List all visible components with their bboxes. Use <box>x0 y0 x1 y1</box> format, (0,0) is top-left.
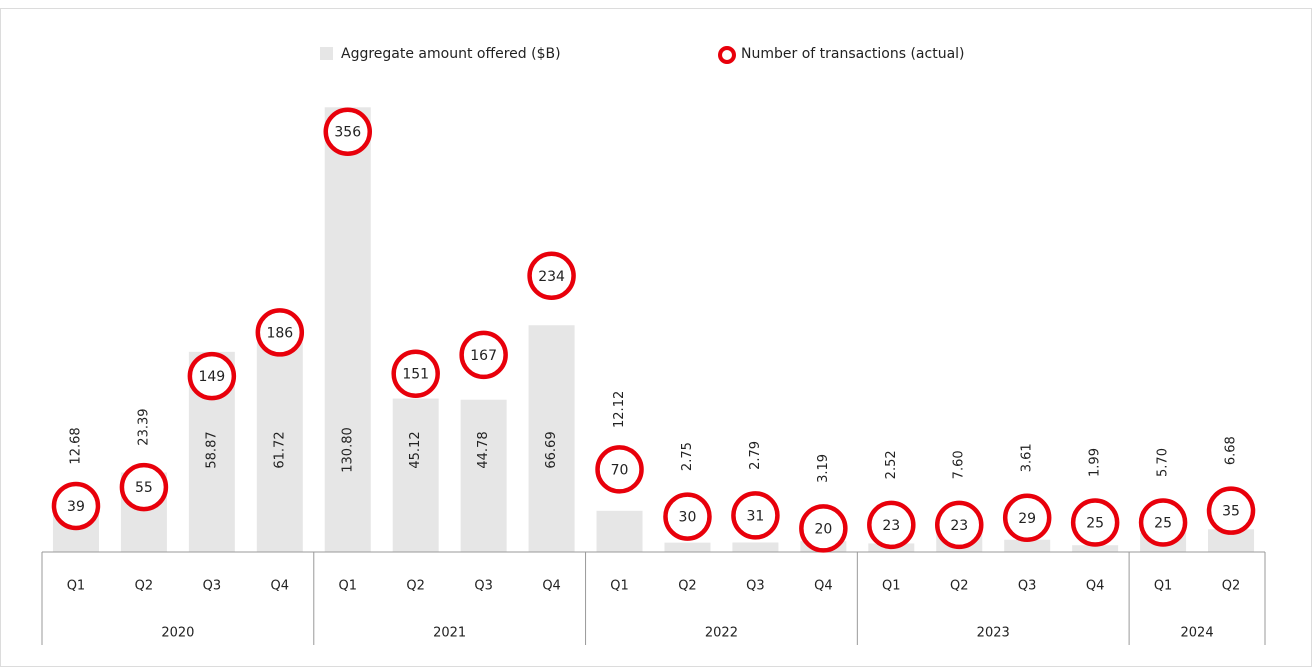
transaction-marker <box>459 330 508 380</box>
transaction-label: 149 <box>198 369 225 385</box>
transaction-label: 20 <box>814 521 832 537</box>
transaction-label: 167 <box>470 348 497 364</box>
value-label: 3.61 <box>1020 443 1035 472</box>
x-tick-label: Q1 <box>610 579 629 594</box>
transaction-marker <box>935 500 984 550</box>
transaction-label: 55 <box>135 480 153 496</box>
legend-swatch <box>320 47 333 60</box>
value-label: 1.99 <box>1088 448 1103 477</box>
x-tick-label: Q2 <box>406 579 425 594</box>
x-tick-label: Q2 <box>950 579 969 594</box>
transaction-marker <box>595 445 644 494</box>
x-tick-label: Q2 <box>678 579 697 594</box>
value-label: 7.60 <box>952 450 967 479</box>
transaction-marker <box>867 500 916 550</box>
x-tick-label: Q3 <box>746 579 765 594</box>
transaction-marker <box>51 481 101 531</box>
bar <box>528 325 575 552</box>
bar <box>596 510 643 552</box>
transaction-marker <box>663 492 712 541</box>
transaction-marker <box>1002 493 1052 543</box>
bar <box>1208 529 1255 552</box>
transaction-marker <box>1138 498 1188 547</box>
transaction-label: 25 <box>1086 515 1104 531</box>
group-label: 2020 <box>161 626 194 641</box>
value-label: 44.78 <box>476 431 491 468</box>
frame <box>0 8 1312 667</box>
x-tick-label: Q2 <box>135 579 154 594</box>
transaction-marker <box>1070 498 1120 547</box>
transaction-label: 29 <box>1018 511 1036 527</box>
transaction-marker <box>255 308 305 357</box>
value-label: 23.39 <box>136 408 151 445</box>
transaction-label: 23 <box>950 518 968 534</box>
transaction-label: 30 <box>679 510 697 526</box>
transaction-label: 234 <box>538 269 565 285</box>
x-tick-label: Q4 <box>814 579 833 594</box>
value-label: 61.72 <box>272 431 287 468</box>
transaction-label: 186 <box>266 325 293 341</box>
transaction-label: 31 <box>747 508 765 524</box>
x-tick-label: Q4 <box>271 579 290 594</box>
x-tick-label: Q3 <box>1018 579 1037 594</box>
bar <box>256 342 303 552</box>
transaction-marker <box>527 251 576 300</box>
transaction-marker <box>1206 486 1256 535</box>
value-label: 66.69 <box>544 431 559 468</box>
transaction-marker <box>323 107 372 156</box>
transaction-label: 70 <box>611 462 629 478</box>
transaction-marker <box>731 491 780 540</box>
x-tick-label: Q4 <box>542 579 561 594</box>
transaction-label: 25 <box>1154 515 1172 531</box>
group-label: 2022 <box>705 626 738 641</box>
transaction-label: 23 <box>882 518 900 534</box>
group-label: 2021 <box>433 626 466 641</box>
value-label: 3.19 <box>816 454 831 483</box>
x-tick-label: Q3 <box>203 579 222 594</box>
x-tick-label: Q1 <box>338 579 357 594</box>
transaction-label: 356 <box>334 125 361 141</box>
value-label: 58.87 <box>204 431 219 468</box>
value-label: 2.75 <box>680 442 695 471</box>
value-label: 45.12 <box>408 431 423 468</box>
bar <box>732 542 779 552</box>
legend-swatch <box>718 46 736 64</box>
value-label: 2.79 <box>748 441 763 470</box>
transaction-marker <box>391 349 440 398</box>
transaction-marker <box>187 351 237 401</box>
value-label: 6.68 <box>1224 436 1239 465</box>
value-label: 2.52 <box>884 450 899 479</box>
x-tick-label: Q3 <box>474 579 493 594</box>
bar <box>664 542 711 552</box>
transaction-label: 151 <box>402 367 429 383</box>
group-label: 2023 <box>977 626 1010 641</box>
value-label: 130.80 <box>340 427 355 473</box>
transaction-marker <box>799 504 848 553</box>
bar <box>392 398 439 552</box>
x-tick-label: Q1 <box>1154 579 1173 594</box>
legend-label: Number of transactions (actual) <box>741 46 965 62</box>
legend-label: Aggregate amount offered ($B) <box>341 46 561 62</box>
bar <box>1004 539 1051 552</box>
transaction-label: 35 <box>1222 504 1240 520</box>
x-tick-label: Q1 <box>882 579 901 594</box>
value-label: 5.70 <box>1156 448 1171 477</box>
value-label: 12.12 <box>612 391 627 428</box>
x-tick-label: Q2 <box>1222 579 1241 594</box>
x-tick-label: Q1 <box>67 579 86 594</box>
group-label: 2024 <box>1181 626 1214 641</box>
transaction-label: 39 <box>67 499 85 515</box>
bar <box>460 399 507 552</box>
x-tick-label: Q4 <box>1086 579 1105 594</box>
bar <box>324 107 371 552</box>
transaction-marker <box>119 462 169 512</box>
bar <box>1072 545 1119 552</box>
value-label: 12.68 <box>68 427 83 464</box>
